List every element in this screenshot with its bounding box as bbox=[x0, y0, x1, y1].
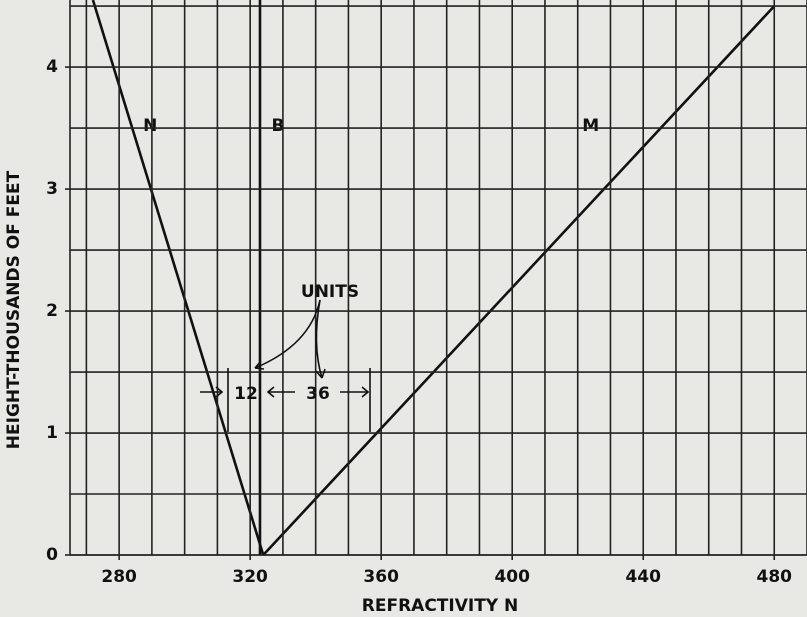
y-tick-label: 1 bbox=[46, 423, 58, 443]
x-tick-label: 360 bbox=[363, 567, 399, 587]
y-tick-label: 2 bbox=[46, 301, 58, 321]
x-tick-label: 440 bbox=[625, 567, 661, 587]
x-tick-label: 400 bbox=[494, 567, 530, 587]
y-tick-label: 4 bbox=[46, 57, 58, 77]
x-axis-label: REFRACTIVITY N bbox=[362, 596, 519, 616]
x-tick-label: 320 bbox=[232, 567, 268, 587]
series-label: B bbox=[271, 116, 284, 136]
line bbox=[91, 0, 265, 556]
line bbox=[262, 5, 776, 556]
series-label: M bbox=[582, 116, 599, 136]
annotation: 12 bbox=[234, 384, 258, 404]
x-tick-label: 480 bbox=[756, 567, 792, 587]
y-tick-label: 0 bbox=[46, 545, 58, 565]
units-annotation bbox=[200, 299, 371, 432]
x-tick-label: 280 bbox=[101, 567, 137, 587]
y-tick-label: 3 bbox=[46, 179, 58, 199]
annotation: UNITS bbox=[301, 282, 359, 302]
annotation: 36 bbox=[306, 384, 330, 404]
series-label: N bbox=[143, 116, 157, 136]
y-axis-label: HEIGHT-THOUSANDS OF FEET bbox=[4, 170, 24, 449]
